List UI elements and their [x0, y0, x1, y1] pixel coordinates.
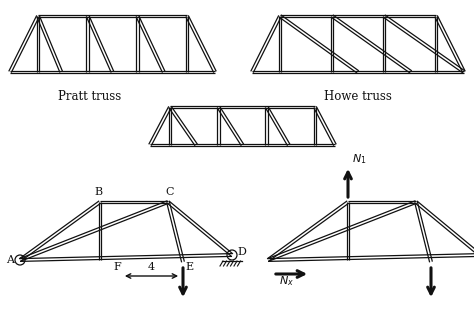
- Text: 4: 4: [148, 262, 155, 272]
- Text: B: B: [94, 187, 102, 197]
- Text: E: E: [185, 262, 193, 272]
- Text: Pratt truss: Pratt truss: [58, 90, 122, 103]
- Text: $N_x$: $N_x$: [279, 274, 293, 288]
- Text: F: F: [113, 262, 121, 272]
- Text: A: A: [6, 255, 14, 265]
- Text: C: C: [166, 187, 174, 197]
- Text: D: D: [237, 247, 246, 257]
- Text: $N_1$: $N_1$: [352, 152, 366, 166]
- Text: Howe truss: Howe truss: [324, 90, 392, 103]
